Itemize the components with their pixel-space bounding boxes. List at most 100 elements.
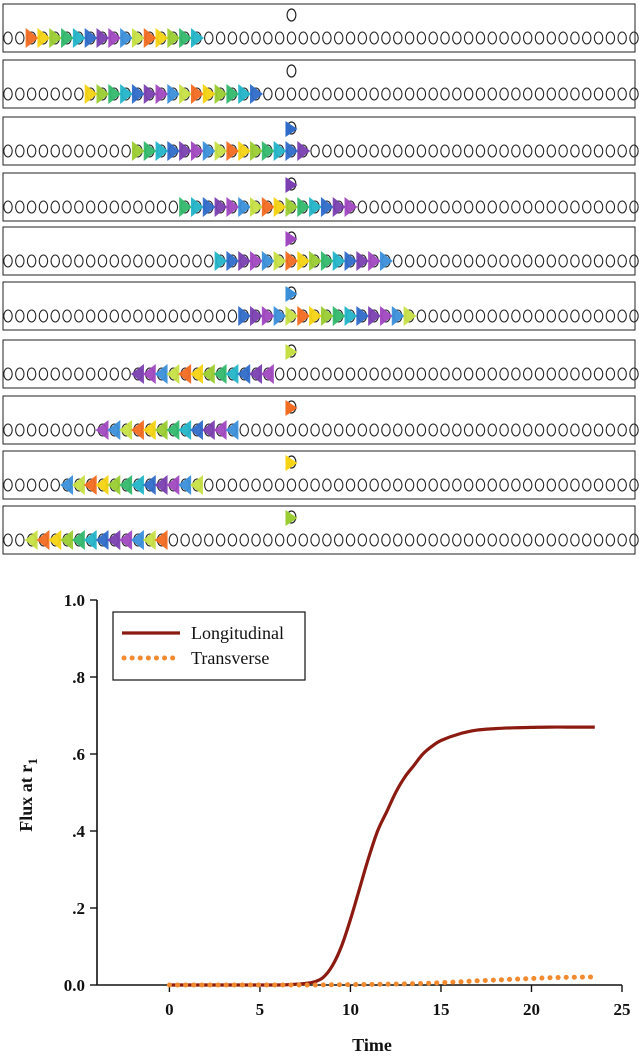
lattice-site <box>74 87 84 101</box>
spin-arrow <box>202 141 216 161</box>
spin-arrow <box>320 197 334 217</box>
spin-arrow <box>154 420 168 440</box>
lattice-site <box>452 533 462 547</box>
lattice-site <box>416 533 427 547</box>
lattice-site <box>393 478 403 492</box>
lattice-site <box>215 478 226 492</box>
lattice-site <box>310 144 320 158</box>
lattice-site <box>85 200 96 214</box>
lattice-site <box>487 423 498 437</box>
lattice-site <box>393 423 403 437</box>
lattice-site <box>3 533 13 547</box>
lattice-site <box>593 254 604 268</box>
lattice-site <box>85 254 96 268</box>
lattice-site <box>168 200 179 214</box>
lattice-site <box>322 478 332 492</box>
lattice-site <box>322 87 332 101</box>
spin-arrow <box>142 364 156 384</box>
lattice-site <box>522 144 533 158</box>
lattice-site <box>38 144 49 158</box>
spin-arrow <box>37 28 51 48</box>
lattice-site <box>593 200 604 214</box>
lattice-site <box>570 533 580 547</box>
spin-arrow <box>249 364 263 384</box>
lattice-site <box>15 200 25 214</box>
lattice-site <box>487 533 498 547</box>
spin-arrow <box>320 306 334 326</box>
y-tick-label: .6 <box>72 745 85 764</box>
spin-arrow <box>213 364 227 384</box>
lattice-site <box>452 31 462 45</box>
junction-spin-arrow <box>285 286 298 302</box>
spin-arrow <box>179 84 193 104</box>
lattice-site <box>463 478 474 492</box>
lattice-site <box>558 309 568 323</box>
lattice-site <box>156 200 167 214</box>
spin-arrow <box>108 84 122 104</box>
lattice-site <box>487 367 498 381</box>
lattice-site <box>310 423 320 437</box>
lattice-site <box>298 87 309 101</box>
lattice-site <box>156 254 167 268</box>
lattice-site <box>416 309 427 323</box>
lattice-site <box>440 31 450 45</box>
lattice-site <box>357 423 368 437</box>
spin-arrow <box>167 28 181 48</box>
lattice-site <box>38 200 49 214</box>
spin-arrow <box>142 420 156 440</box>
lattice-site <box>428 87 438 101</box>
lattice-site <box>156 309 167 323</box>
lattice-site <box>404 423 415 437</box>
spin-arrow <box>83 530 97 550</box>
lattice-site <box>274 87 285 101</box>
lattice-site <box>570 309 580 323</box>
lattice-site <box>333 533 344 547</box>
lattice-site <box>381 478 391 492</box>
lattice-site <box>570 367 580 381</box>
lattice-site <box>133 200 143 214</box>
lattice-panel <box>2 3 639 53</box>
spin-arrow <box>130 475 144 495</box>
spin-arrow <box>179 197 193 217</box>
lattice-site <box>239 31 249 45</box>
lattice-site <box>97 200 108 214</box>
lattice-panel <box>2 226 639 276</box>
spin-arrow <box>143 141 157 161</box>
lattice-site <box>274 478 285 492</box>
spin-arrow <box>178 475 192 495</box>
lattice-site <box>168 254 179 268</box>
lattice-site <box>3 200 13 214</box>
lattice-site <box>393 533 403 547</box>
x-tick-label: 15 <box>432 1000 449 1019</box>
spin-arrow <box>189 420 203 440</box>
lattice-site <box>617 367 627 381</box>
spin-arrow <box>166 475 180 495</box>
lattice-site <box>534 254 545 268</box>
lattice-site <box>605 144 616 158</box>
spin-arrow <box>154 364 168 384</box>
lattice-site <box>50 200 60 214</box>
lattice-site <box>345 533 356 547</box>
lattice-site <box>357 478 368 492</box>
lattice-site <box>463 87 474 101</box>
lattice-site <box>546 144 557 158</box>
spin-arrow <box>119 420 133 440</box>
spin-arrow <box>189 364 203 384</box>
lattice-panels <box>2 3 639 555</box>
lattice-site <box>381 367 391 381</box>
lattice-site <box>534 87 545 101</box>
lattice-site <box>522 533 533 547</box>
spin-arrow <box>167 84 181 104</box>
lattice-site <box>617 87 627 101</box>
junction-spin-arrow <box>285 455 298 471</box>
spin-arrow <box>297 197 311 217</box>
spin-arrow <box>72 28 86 48</box>
lattice-site <box>274 367 285 381</box>
lattice-site <box>180 254 190 268</box>
lattice-site <box>511 367 521 381</box>
lattice-site <box>440 478 450 492</box>
lattice-site <box>499 478 509 492</box>
lattice-site <box>511 423 521 437</box>
lattice-site <box>511 478 521 492</box>
spin-arrow <box>155 84 169 104</box>
